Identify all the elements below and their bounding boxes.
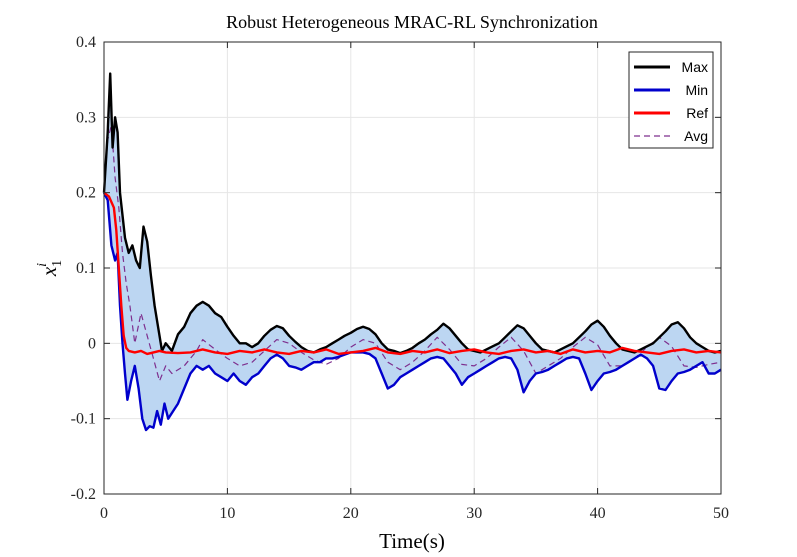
legend-label-ref: Ref [686, 105, 708, 121]
x-tick-label: 40 [590, 505, 606, 522]
legend: Max Min Ref Avg [628, 51, 714, 149]
y-axis-label-sup: i [35, 263, 50, 267]
y-tick-label: 0 [88, 335, 96, 352]
y-axis-label: x1i [35, 260, 65, 277]
x-tick-label: 0 [100, 505, 108, 522]
y-tick-label: -0.2 [71, 486, 96, 503]
legend-label-max: Max [682, 59, 708, 75]
series-line-max [102, 72, 722, 355]
y-tick-label: -0.1 [71, 411, 96, 428]
y-tick-label: 0.2 [76, 185, 96, 202]
legend-label-avg: Avg [684, 128, 708, 144]
series-line-ref [103, 191, 722, 356]
x-tick-label: 50 [713, 505, 729, 522]
y-tick-label: 0.4 [76, 34, 96, 51]
series-group [102, 72, 722, 432]
legend-label-min: Min [685, 82, 708, 98]
series-line-min [102, 192, 722, 432]
x-tick-label: 20 [343, 505, 359, 522]
y-axis-label-sub: 1 [50, 260, 65, 267]
y-tick-label: 0.1 [76, 260, 96, 277]
x-axis-label: Time(s) [379, 529, 445, 553]
x-tick-label: 30 [466, 505, 482, 522]
y-axis-label-base: x [37, 266, 61, 277]
x-tick-label: 10 [219, 505, 235, 522]
ticks: 0 10 20 30 40 50 -0.2 -0.1 0 0.1 0.2 0.3 0.4 [71, 34, 729, 522]
svg-text:x1i: x1i [35, 260, 65, 277]
y-tick-label: 0.3 [76, 109, 96, 126]
max-min-band [104, 73, 721, 430]
chart-title: Robust Heterogeneous MRAC-RL Synchroniza… [226, 12, 598, 32]
